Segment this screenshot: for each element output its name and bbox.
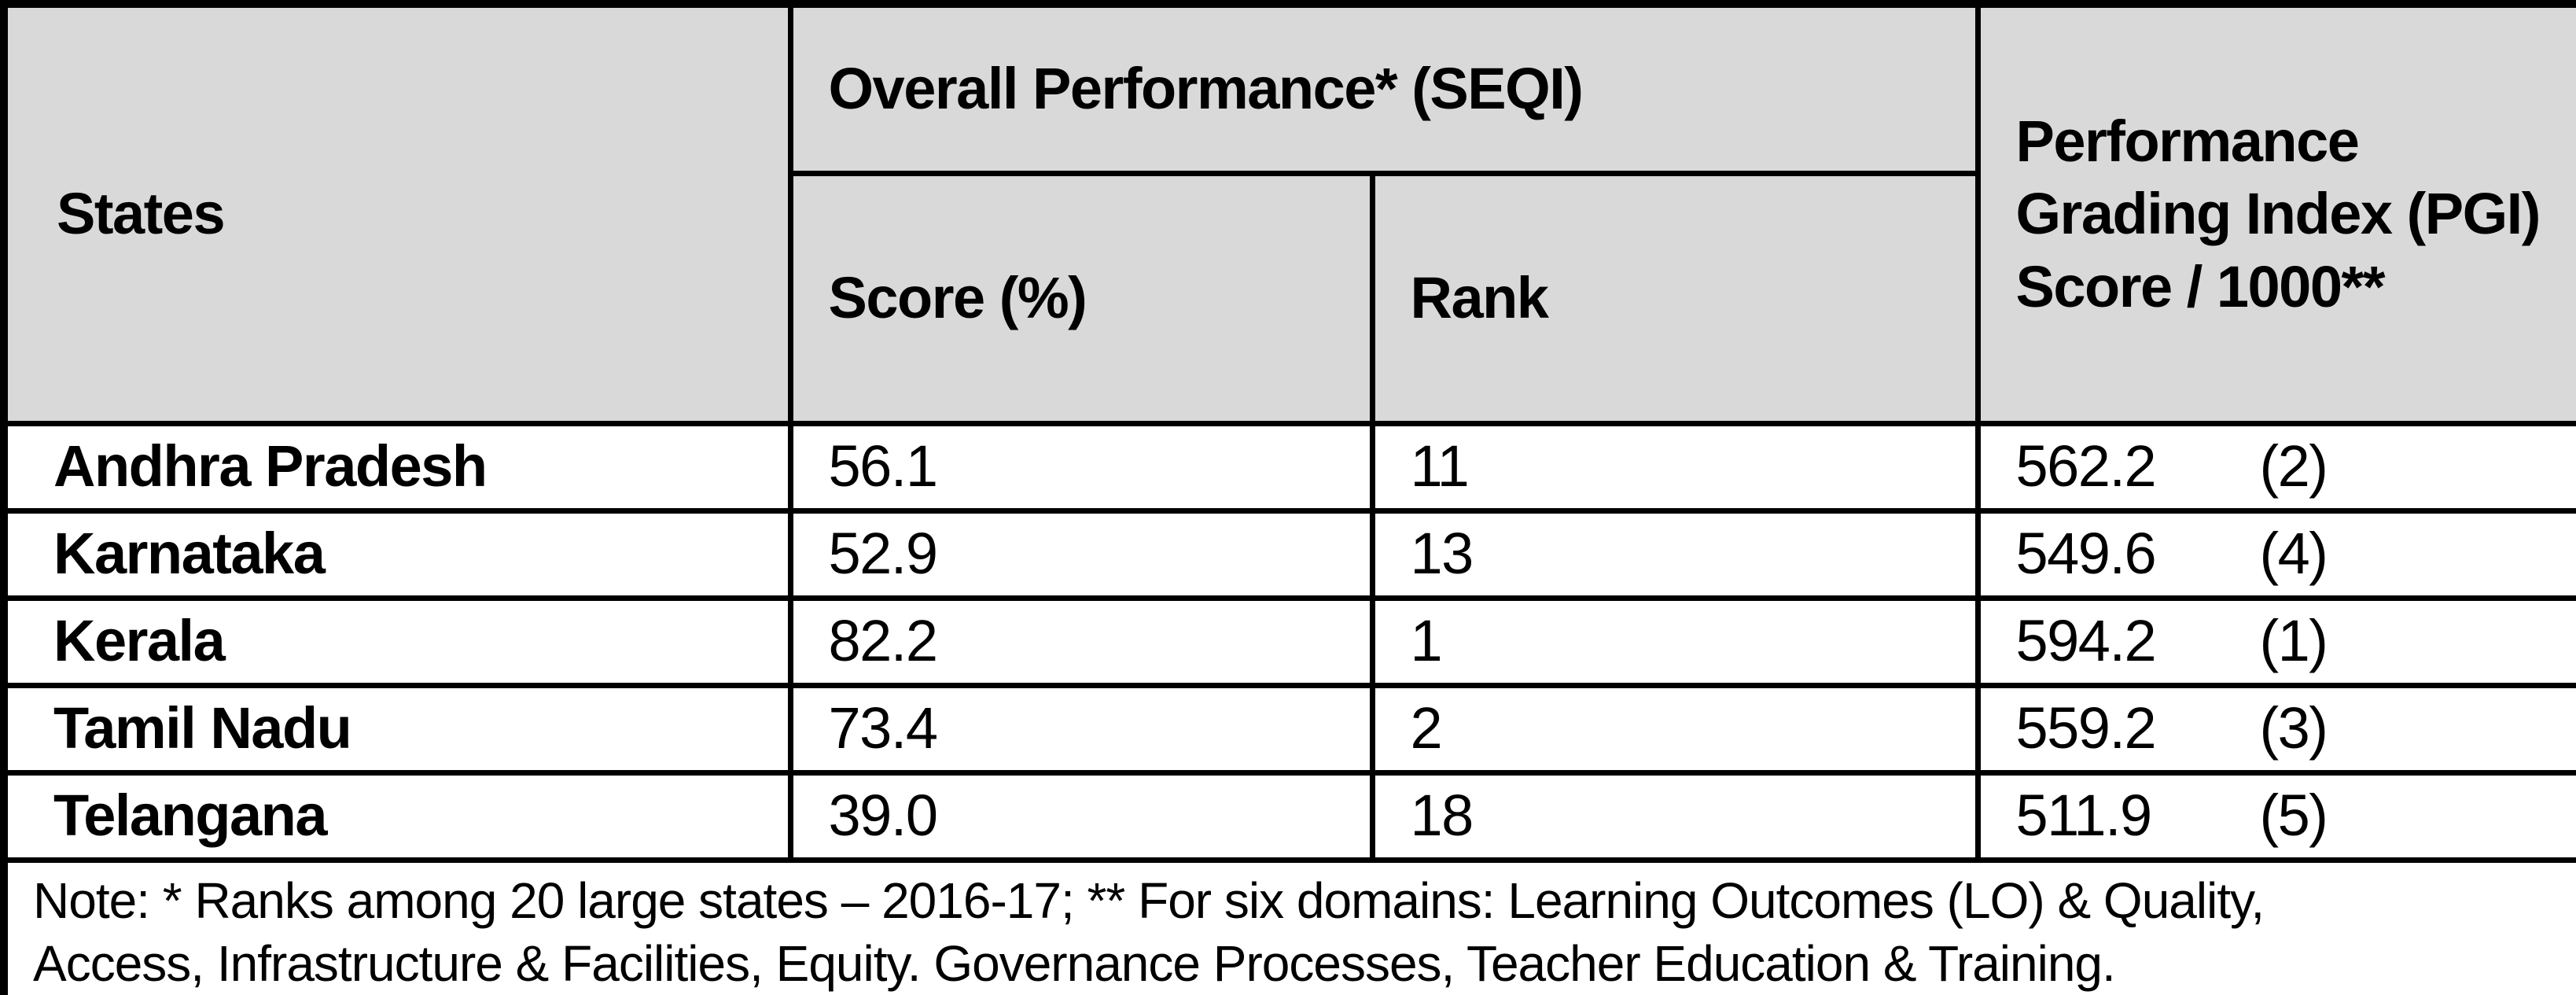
pgi-header-line-3: Score / 1000** <box>2015 253 2386 319</box>
pgi-rank-value: (5) <box>2259 783 2328 849</box>
pgi-score-value: 559.2 <box>2015 695 2157 761</box>
note-line-1: Note: * Ranks among 20 large states – 20… <box>33 872 2265 929</box>
table-row-tamil-nadu: Tamil Nadu 73.4 2 559.2 (3) <box>1 682 2576 776</box>
table-row-andhra-pradesh: Andhra Pradesh 56.1 11 562.2 (2) <box>1 420 2576 514</box>
header-cell-overall-performance: Overall Performance* (SEQI) <box>787 1 1981 176</box>
cell-rank: 18 <box>1369 769 1981 863</box>
cell-score: 39.0 <box>787 769 1375 863</box>
header-cell-pgi: Performance Grading Index (PGI) Score / … <box>1974 1 2576 426</box>
pgi-score-value: 549.6 <box>2015 521 2157 587</box>
cell-state: Tamil Nadu <box>1 682 793 776</box>
states-header-label: States <box>57 181 226 246</box>
cell-state: Telangana <box>1 769 793 863</box>
header-cell-score: Score (%) <box>787 170 1375 426</box>
header-cell-states: States <box>1 1 793 426</box>
pgi-rank-value: (4) <box>2259 521 2328 587</box>
cell-score: 73.4 <box>787 682 1375 776</box>
header-cell-rank: Rank <box>1369 170 1981 426</box>
pgi-score-value: 511.9 <box>2015 783 2153 849</box>
cell-pgi: 562.2 (2) <box>1974 420 2576 514</box>
cell-rank: 11 <box>1369 420 1981 514</box>
overall-performance-header-label: Overall Performance* (SEQI) <box>828 56 1584 121</box>
note-cell: Note: * Ranks among 20 large states – 20… <box>1 857 2576 995</box>
cell-state: Karnataka <box>1 507 793 601</box>
cell-score: 56.1 <box>787 420 1375 514</box>
cell-rank: 1 <box>1369 595 1981 688</box>
cell-score: 52.9 <box>787 507 1375 601</box>
pgi-rank-value: (1) <box>2259 608 2328 674</box>
pgi-score-value: 562.2 <box>2015 433 2157 499</box>
rank-header-label: Rank <box>1410 264 1549 330</box>
pgi-score-value: 594.2 <box>2015 608 2157 674</box>
header-row-2: Score (%) Rank <box>4 170 2576 426</box>
cell-rank: 2 <box>1369 682 1981 776</box>
note-line-2: Access, Infrastructure & Facilities, Equ… <box>33 934 2116 992</box>
table-row-telangana: Telangana 39.0 18 511.9 (5) <box>1 769 2576 863</box>
cell-score: 82.2 <box>787 595 1375 688</box>
table-row-kerala: Kerala 82.2 1 594.2 (1) <box>1 595 2576 688</box>
table-row-karnataka: Karnataka 52.9 13 549.6 (4) <box>1 507 2576 601</box>
cell-pgi: 559.2 (3) <box>1974 682 2576 776</box>
cell-pgi: 511.9 (5) <box>1974 769 2576 863</box>
pgi-header-line-2: Grading Index (PGI) <box>2015 181 2541 246</box>
score-header-label: Score (%) <box>828 264 1087 330</box>
cell-rank: 13 <box>1369 507 1981 601</box>
cell-state: Kerala <box>1 595 793 688</box>
cell-pgi: 549.6 (4) <box>1974 507 2576 601</box>
cell-pgi: 594.2 (1) <box>1974 595 2576 688</box>
header-row-1: States Overall Performance* (SEQI) Perfo… <box>1 1 2576 426</box>
pgi-header-line-1: Performance <box>2015 108 2360 174</box>
pgi-rank-value: (2) <box>2259 433 2328 499</box>
cell-state: Andhra Pradesh <box>1 420 793 514</box>
note-row: Note: * Ranks among 20 large states – 20… <box>1 857 2576 995</box>
pgi-rank-value: (3) <box>2259 695 2328 761</box>
